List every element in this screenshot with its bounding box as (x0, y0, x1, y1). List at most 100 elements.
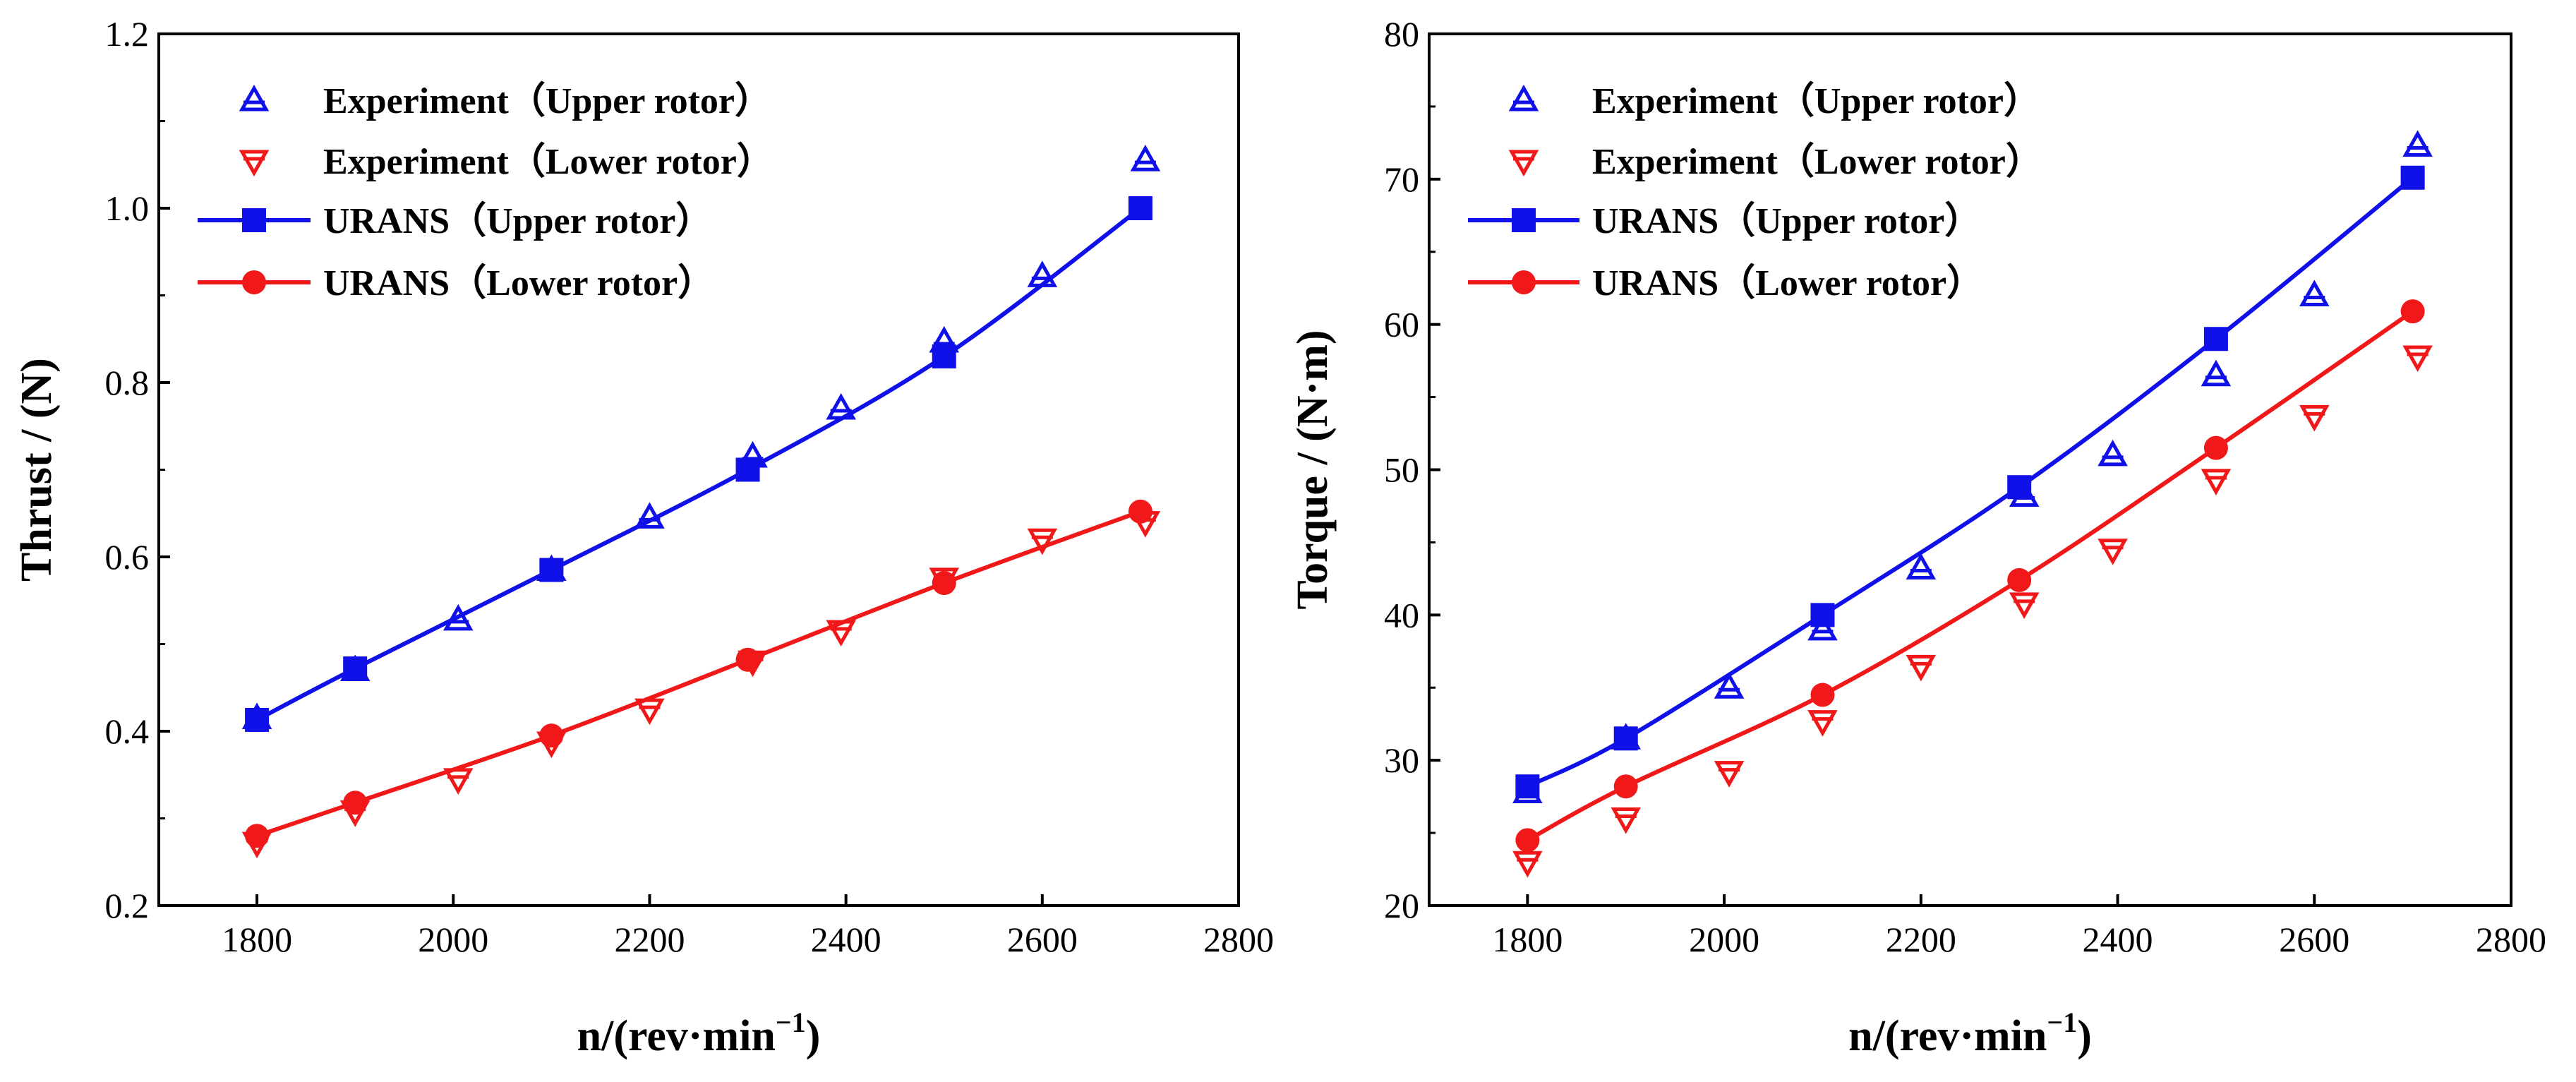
torque-data-point (2097, 439, 2128, 467)
torque-x-tick-label: 2000 (1689, 920, 1759, 959)
torque-data-point (1807, 710, 1838, 737)
torque-x-axis-title: n/(rev·min−1) (1848, 1006, 2092, 1060)
torque-series-line (1526, 309, 2414, 843)
torque-y-tick-label: 60 (1384, 305, 1419, 344)
legend-label: URANS（Upper rotor） (1592, 200, 1981, 241)
legend-marker (239, 150, 270, 177)
torque-y-axis-title: Torque / (N·m) (1289, 330, 1337, 609)
legend-marker (1512, 270, 1536, 294)
legend-label: URANS（Upper rotor） (323, 200, 712, 241)
thrust-y-tick-label: 0.8 (105, 363, 150, 402)
legend-marker (1512, 208, 1536, 232)
torque-data-point (1810, 683, 1835, 707)
thrust-y-axis-title: Thrust / (N) (13, 358, 61, 582)
torque-data-point (1714, 672, 1745, 699)
thrust-data-point (826, 392, 856, 420)
torque-data-point (2007, 475, 2032, 500)
torque-legend-item: Experiment（Upper rotor） (1508, 80, 2040, 121)
torque-chart: 1800 2000 2200 2400 2600 2800 20 30 40 50 60 70 80 n/… (1289, 14, 2546, 1060)
torque-legend-item: Experiment（Lower rotor） (1508, 141, 2042, 182)
torque-data-point (2402, 130, 2433, 157)
thrust-data-point (1128, 196, 1152, 220)
torque-data-point (2201, 359, 2232, 387)
thrust-data-point (826, 620, 856, 647)
legend-label: Experiment（Lower rotor） (323, 141, 774, 182)
thrust-data-point (735, 647, 760, 672)
thrust-x-tick-label: 1800 (222, 920, 292, 959)
torque-data-point (1515, 774, 1540, 799)
legend-label: Experiment（Upper rotor） (323, 80, 771, 121)
legend-label: Experiment（Lower rotor） (1592, 141, 2042, 182)
torque-y-tick-label: 30 (1384, 740, 1419, 780)
thrust-legend-item: Experiment（Lower rotor） (239, 141, 774, 182)
legend-marker (242, 270, 266, 294)
torque-x-tick-label: 2800 (2476, 920, 2546, 959)
thrust-data-point (443, 768, 474, 795)
torque-x-tick-label: 2400 (2083, 920, 2153, 959)
thrust-data-point (343, 656, 368, 681)
thrust-legend-item: Experiment（Upper rotor） (239, 80, 771, 121)
thrust-y-tick-label: 0.2 (105, 886, 150, 925)
thrust-data-point (932, 571, 956, 596)
torque-data-point (1611, 807, 1642, 834)
torque-data-point (2402, 345, 2433, 373)
thrust-data-point (634, 502, 665, 529)
thrust-data-point (245, 707, 270, 732)
thrust-data-point (539, 723, 564, 748)
thrust-data-point (1128, 499, 1152, 524)
thrust-data-point (245, 824, 270, 848)
legend-label: URANS（Lower rotor） (323, 263, 714, 303)
thrust-chart: 1800 2000 2200 2400 2600 2800 0.2 0.4 0.6 0.8 1.0 1… (13, 14, 1274, 1060)
legend-label: Experiment（Upper rotor） (1592, 80, 2040, 121)
torque-x-tick-label: 1800 (1492, 920, 1563, 959)
thrust-x-tick-label: 2400 (811, 920, 881, 959)
torque-data-point (2203, 327, 2228, 351)
thrust-data-point (443, 603, 474, 631)
thrust-legend-item: URANS（Lower rotor） (198, 263, 714, 303)
thrust-series-line (256, 509, 1141, 838)
torque-data-point (2097, 539, 2128, 565)
thrust-x-tick-label: 2200 (614, 920, 685, 959)
thrust-y-tick-label: 0.4 (105, 711, 150, 751)
torque-data-point (2299, 404, 2330, 432)
torque-y-tick-label: 80 (1384, 14, 1419, 54)
thrust-y-tick-label: 0.6 (105, 537, 150, 577)
torque-data-point (1810, 603, 1835, 627)
torque-y-tick-label: 70 (1384, 160, 1419, 199)
torque-data-point (1906, 553, 1937, 579)
thrust-data-point (634, 698, 665, 726)
torque-y-tick-label: 20 (1384, 886, 1419, 925)
thrust-x-tick-label: 2600 (1007, 920, 1078, 959)
thrust-data-point (735, 457, 760, 482)
torque-y-tick-label: 40 (1384, 595, 1419, 635)
torque-legend-item: URANS（Upper rotor） (1468, 200, 1981, 241)
torque-data-point (1515, 828, 1540, 853)
torque-data-point (1613, 774, 1638, 799)
torque-data-point (2201, 469, 2232, 495)
torque-data-point (2203, 435, 2228, 460)
thrust-data-point (1027, 260, 1058, 287)
torque-x-tick-label: 2600 (2279, 920, 2349, 959)
thrust-data-point (1130, 145, 1161, 172)
torque-data-point (2400, 299, 2425, 324)
thrust-data-point (1027, 528, 1058, 555)
legend-marker (242, 208, 266, 232)
thrust-y-tick-label: 1.0 (105, 188, 150, 228)
legend-marker (1508, 84, 1539, 112)
thrust-data-point (539, 558, 564, 582)
legend-marker (239, 84, 270, 112)
thrust-x-axis-title: n/(rev·min−1) (577, 1006, 821, 1060)
torque-data-point (1512, 850, 1543, 878)
legend-label: URANS（Lower rotor） (1592, 263, 1983, 303)
torque-data-point (2009, 592, 2040, 619)
torque-legend-item: URANS（Lower rotor） (1468, 263, 1983, 303)
torque-data-point (1613, 726, 1638, 751)
thrust-x-tick-label: 2800 (1203, 920, 1274, 959)
torque-data-point (1807, 613, 1838, 641)
torque-data-point (2007, 567, 2032, 592)
thrust-y-tick-label: 1.2 (105, 14, 150, 54)
torque-data-point (2400, 165, 2425, 190)
thrust-x-tick-label: 2000 (418, 920, 488, 959)
torque-data-point (1714, 761, 1745, 788)
